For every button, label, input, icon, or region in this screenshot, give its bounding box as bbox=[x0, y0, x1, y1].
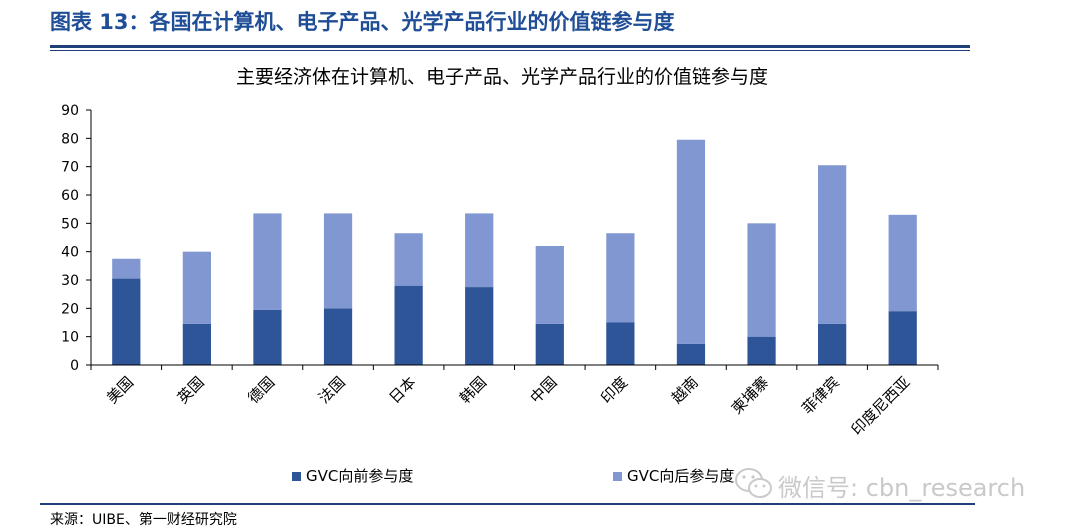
bar-backward bbox=[253, 213, 282, 310]
x-tick-label: 菲律宾 bbox=[798, 373, 843, 418]
bar-backward bbox=[394, 233, 423, 286]
x-tick-label: 中国 bbox=[527, 373, 561, 407]
bar-forward bbox=[182, 323, 211, 365]
bar-backward bbox=[112, 258, 141, 279]
legend-label: GVC向后参与度 bbox=[627, 467, 734, 485]
bar-backward bbox=[676, 139, 706, 344]
legend-swatch bbox=[292, 472, 301, 481]
legend: GVC向前参与度 GVC向后参与度 bbox=[292, 467, 734, 485]
y-tick-label: 80 bbox=[61, 131, 79, 147]
y-axis: 0 10 20 30 40 50 60 70 80 90 bbox=[61, 103, 92, 374]
bar-backward bbox=[606, 233, 635, 323]
chart-title: 主要经济体在计算机、电子产品、光学产品行业的价值链参与度 bbox=[236, 66, 768, 88]
bar-backward bbox=[747, 223, 776, 337]
watermark-text: 微信号: cbn_research bbox=[778, 474, 1026, 502]
y-tick-label: 30 bbox=[61, 273, 79, 289]
source-rule bbox=[40, 503, 975, 505]
bar-forward bbox=[747, 336, 776, 365]
x-tick-label: 越南 bbox=[668, 373, 702, 407]
bar-backward bbox=[888, 214, 917, 312]
bars bbox=[112, 139, 917, 365]
x-tick-label: 法国 bbox=[315, 373, 349, 407]
bar-forward bbox=[323, 308, 353, 365]
bar-backward bbox=[323, 213, 353, 309]
y-tick-label: 60 bbox=[61, 188, 79, 204]
y-tick-label: 40 bbox=[61, 245, 79, 261]
bar-forward bbox=[888, 311, 917, 365]
x-tick-label: 日本 bbox=[386, 373, 420, 407]
x-axis: 美国 英国 德国 法国 日本 韩国 中国 印度 越南 柬埔寨 菲律宾 印度尼西亚 bbox=[90, 364, 939, 439]
legend-swatch bbox=[613, 472, 622, 481]
figure-title: 图表 13：各国在计算机、电子产品、光学产品行业的价值链参与度 bbox=[50, 10, 675, 34]
title-rule-thin bbox=[50, 50, 970, 51]
y-tick-label: 0 bbox=[70, 358, 79, 374]
bar-forward bbox=[112, 278, 141, 365]
y-tick-label: 10 bbox=[61, 330, 79, 346]
bar-forward bbox=[606, 322, 635, 365]
y-tick-label: 20 bbox=[61, 301, 79, 317]
watermark: 微信号: cbn_research bbox=[730, 464, 1050, 504]
x-tick-label: 美国 bbox=[103, 373, 137, 407]
bar-forward bbox=[818, 323, 847, 365]
bar-forward bbox=[465, 287, 494, 365]
x-tick-label: 韩国 bbox=[456, 373, 490, 407]
wechat-icon bbox=[735, 468, 772, 498]
x-tick-label: 印度 bbox=[597, 373, 631, 407]
bar-forward bbox=[253, 309, 282, 365]
y-tick-label: 50 bbox=[61, 216, 79, 232]
x-tick-label: 德国 bbox=[244, 373, 278, 407]
legend-label: GVC向前参与度 bbox=[306, 467, 413, 485]
bar-forward bbox=[394, 285, 423, 365]
title-rule bbox=[50, 45, 970, 48]
x-tick-label: 柬埔寨 bbox=[728, 373, 773, 418]
bar-forward bbox=[676, 343, 706, 365]
x-tick-label: 印度尼西亚 bbox=[848, 373, 914, 439]
y-tick-label: 90 bbox=[61, 103, 79, 119]
y-tick-label: 70 bbox=[61, 160, 79, 176]
source-note: 来源：UIBE、第一财经研究院 bbox=[50, 512, 237, 528]
bar-backward bbox=[535, 246, 564, 324]
bar-backward bbox=[182, 251, 211, 324]
bar-backward bbox=[818, 165, 847, 324]
bar-backward bbox=[465, 213, 494, 288]
bar-forward bbox=[535, 323, 564, 365]
x-tick-label: 英国 bbox=[174, 373, 208, 407]
